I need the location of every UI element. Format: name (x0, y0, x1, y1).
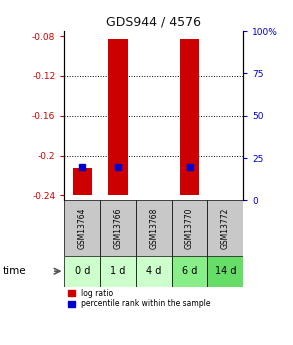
Text: GSM13770: GSM13770 (185, 207, 194, 249)
Bar (172, 256, 207, 287)
Title: GDS944 / 4576: GDS944 / 4576 (106, 16, 201, 29)
Text: GSM13766: GSM13766 (114, 207, 122, 249)
Bar (136, 200, 172, 256)
Text: 6 d: 6 d (182, 266, 197, 276)
Bar (100, 200, 136, 256)
Text: GSM13764: GSM13764 (78, 207, 87, 249)
Bar (207, 200, 243, 256)
Text: time: time (3, 266, 27, 276)
Bar (64, 200, 100, 256)
Bar (172, 200, 207, 256)
Bar (136, 256, 172, 287)
Bar (207, 256, 243, 287)
Bar (180, 39, 200, 195)
Legend: log ratio, percentile rank within the sample: log ratio, percentile rank within the sa… (68, 289, 211, 308)
Bar (64, 256, 100, 287)
Text: GSM13772: GSM13772 (221, 207, 230, 249)
Bar (72, 168, 92, 195)
Text: 4 d: 4 d (146, 266, 161, 276)
Text: 14 d: 14 d (214, 266, 236, 276)
Text: 1 d: 1 d (110, 266, 126, 276)
Bar (108, 39, 128, 195)
Text: GSM13768: GSM13768 (149, 207, 158, 249)
Text: 0 d: 0 d (75, 266, 90, 276)
Bar (100, 256, 136, 287)
